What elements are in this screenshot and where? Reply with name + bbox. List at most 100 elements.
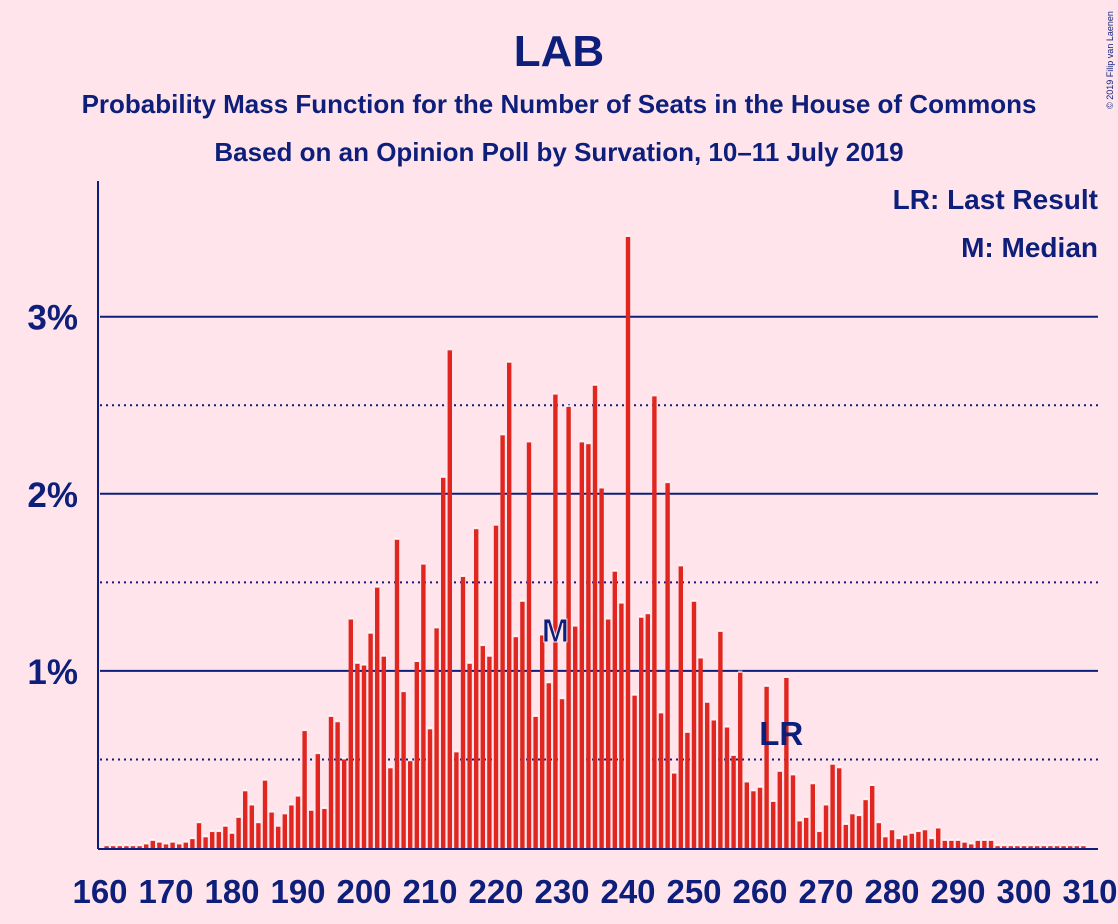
y-tick-label: 1% bbox=[27, 653, 78, 692]
bar bbox=[843, 824, 848, 848]
last-result-marker: LR bbox=[759, 715, 803, 752]
bar bbox=[810, 784, 815, 848]
bar bbox=[130, 846, 136, 848]
bar bbox=[870, 786, 875, 848]
bar bbox=[262, 780, 268, 848]
bar bbox=[685, 732, 690, 848]
bar bbox=[216, 832, 221, 848]
bar bbox=[850, 814, 855, 848]
x-tick-label: 190 bbox=[270, 873, 325, 910]
x-tick-label: 210 bbox=[402, 873, 457, 910]
bar bbox=[942, 840, 947, 848]
bar bbox=[408, 761, 413, 848]
bars bbox=[104, 234, 1086, 848]
x-tick-label: 270 bbox=[798, 873, 853, 910]
x-tick-label: 230 bbox=[534, 873, 589, 910]
bar bbox=[804, 817, 809, 848]
bar bbox=[823, 805, 829, 848]
bar bbox=[111, 846, 116, 848]
bar bbox=[718, 631, 723, 848]
bar bbox=[177, 844, 182, 848]
bar bbox=[757, 787, 763, 848]
bar bbox=[474, 529, 479, 848]
bar bbox=[493, 525, 499, 848]
x-tick-labels: 160 170 180 190 200 210 220 230 240 250 260 270 280 2… bbox=[72, 873, 1117, 910]
bar bbox=[309, 810, 314, 848]
bar bbox=[401, 692, 406, 848]
bar bbox=[243, 791, 248, 848]
x-tick-label: 280 bbox=[864, 873, 919, 910]
bar bbox=[507, 362, 512, 848]
chart-subtitle-line-2: Based on an Opinion Poll by Survation, 1… bbox=[214, 137, 903, 167]
bar bbox=[909, 833, 914, 848]
x-tick-label: 180 bbox=[204, 873, 259, 910]
x-tick-label: 290 bbox=[930, 873, 985, 910]
bar bbox=[229, 833, 235, 848]
bar bbox=[916, 832, 921, 848]
bar bbox=[830, 764, 835, 848]
bar bbox=[414, 662, 419, 848]
median-marker: M bbox=[542, 612, 570, 649]
bar bbox=[863, 800, 868, 848]
bar bbox=[361, 665, 367, 848]
bar bbox=[969, 844, 974, 848]
bar bbox=[724, 727, 730, 848]
bar bbox=[480, 646, 485, 848]
bar bbox=[949, 840, 954, 848]
bar bbox=[500, 435, 505, 848]
bar bbox=[276, 826, 281, 848]
bar bbox=[487, 656, 492, 848]
bar bbox=[335, 722, 340, 848]
bar bbox=[454, 752, 459, 848]
bar bbox=[223, 826, 228, 848]
y-tick-label: 3% bbox=[27, 299, 78, 338]
x-tick-label: 300 bbox=[996, 873, 1051, 910]
bar bbox=[394, 539, 400, 848]
bar bbox=[117, 846, 122, 848]
x-tick-label: 310 bbox=[1062, 873, 1117, 910]
bar bbox=[790, 775, 796, 848]
bar bbox=[342, 759, 347, 848]
bar bbox=[903, 835, 908, 848]
bar bbox=[196, 823, 202, 848]
bar bbox=[592, 385, 598, 848]
bar bbox=[203, 837, 208, 848]
bar bbox=[731, 755, 736, 848]
bar bbox=[1048, 846, 1053, 848]
bar bbox=[249, 805, 254, 848]
bar bbox=[573, 626, 578, 848]
bar bbox=[1061, 846, 1066, 848]
bar bbox=[1068, 846, 1073, 848]
bar bbox=[460, 577, 466, 848]
x-tick-label: 250 bbox=[666, 873, 721, 910]
bar bbox=[883, 837, 888, 848]
bar bbox=[929, 839, 934, 848]
bar bbox=[302, 731, 307, 848]
bar bbox=[764, 686, 769, 848]
bar bbox=[315, 754, 320, 848]
bar bbox=[427, 729, 433, 848]
bar bbox=[672, 773, 677, 848]
bar bbox=[619, 603, 624, 848]
bar bbox=[1015, 846, 1020, 848]
bar bbox=[441, 477, 446, 848]
bar bbox=[711, 720, 716, 848]
legend-last-result: LR: Last Result bbox=[893, 184, 1098, 215]
bar bbox=[355, 663, 360, 848]
bar bbox=[190, 839, 195, 848]
bar bbox=[447, 350, 452, 848]
bar bbox=[705, 702, 710, 848]
bar bbox=[381, 656, 386, 848]
bar bbox=[738, 672, 743, 848]
bar bbox=[856, 816, 862, 848]
bar bbox=[1028, 846, 1033, 848]
bar bbox=[698, 658, 703, 848]
copyright-credit: © 2019 Filip van Laenen bbox=[1105, 11, 1115, 109]
bar bbox=[936, 828, 941, 848]
bar bbox=[955, 840, 961, 848]
bar bbox=[1081, 846, 1086, 848]
x-tick-label: 170 bbox=[138, 873, 193, 910]
bar bbox=[104, 846, 109, 848]
bar bbox=[777, 771, 782, 848]
